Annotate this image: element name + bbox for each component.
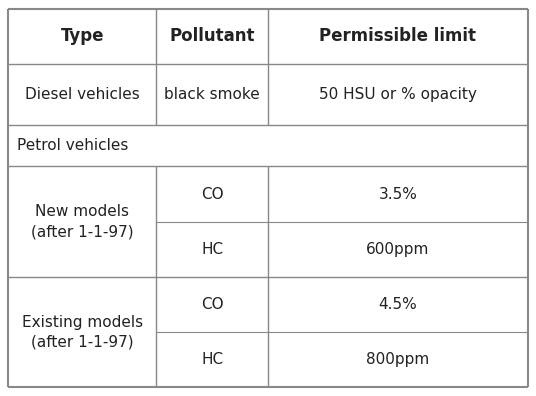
Text: 3.5%: 3.5% (378, 187, 418, 202)
Text: Pollutant: Pollutant (169, 27, 255, 45)
Text: 800ppm: 800ppm (366, 352, 430, 367)
Text: New models
(after 1-1-97): New models (after 1-1-97) (31, 204, 133, 239)
Text: 50 HSU or % opacity: 50 HSU or % opacity (319, 87, 477, 102)
Text: 4.5%: 4.5% (378, 297, 418, 312)
Text: Diesel vehicles: Diesel vehicles (25, 87, 139, 102)
Text: Existing models
(after 1-1-97): Existing models (after 1-1-97) (21, 315, 143, 350)
Text: HC: HC (201, 242, 223, 257)
Text: black smoke: black smoke (164, 87, 260, 102)
Text: CO: CO (201, 187, 224, 202)
Text: Petrol vehicles: Petrol vehicles (17, 138, 129, 153)
Text: CO: CO (201, 297, 224, 312)
Text: Type: Type (61, 27, 104, 45)
Text: Permissible limit: Permissible limit (319, 27, 477, 45)
Text: 600ppm: 600ppm (366, 242, 430, 257)
Text: HC: HC (201, 352, 223, 367)
